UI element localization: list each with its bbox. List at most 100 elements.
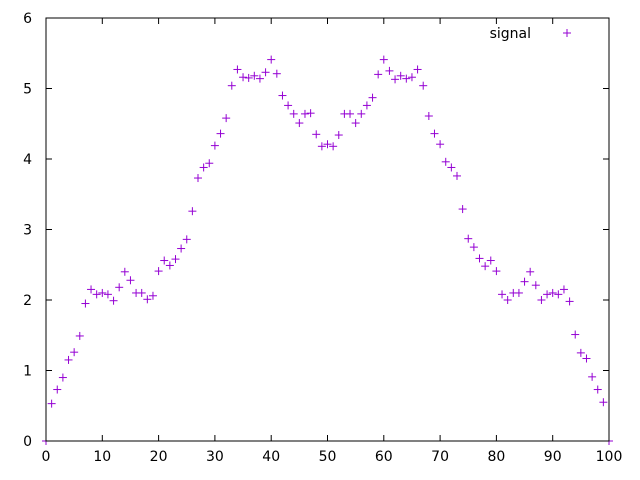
data-point	[396, 71, 405, 80]
data-point	[148, 291, 157, 300]
data-point	[469, 243, 478, 252]
data-point	[233, 65, 242, 74]
data-point	[430, 129, 439, 138]
data-point	[317, 142, 326, 151]
data-point	[424, 111, 433, 120]
data-point	[362, 101, 371, 110]
data-point	[312, 130, 321, 139]
data-point	[160, 256, 169, 265]
data-point	[351, 119, 360, 128]
data-point	[272, 69, 281, 78]
data-point	[492, 267, 501, 276]
data-point	[278, 91, 287, 100]
data-point	[295, 119, 304, 128]
data-point	[565, 297, 574, 306]
data-point	[503, 296, 512, 304]
y-tick-label: 0	[23, 434, 32, 450]
data-point	[548, 288, 557, 297]
data-point	[526, 267, 535, 276]
data-point	[194, 174, 203, 183]
data-point	[329, 142, 338, 151]
data-point	[92, 290, 101, 299]
data-point	[543, 290, 552, 299]
data-point	[576, 348, 585, 357]
x-tick-label: 60	[375, 449, 393, 465]
data-point	[199, 163, 208, 172]
data-point	[374, 70, 383, 79]
data-point	[346, 109, 355, 118]
data-point	[452, 171, 461, 180]
data-point	[357, 109, 366, 118]
y-tick-label: 3	[23, 223, 32, 239]
data-point	[53, 385, 62, 394]
data-point	[81, 299, 90, 308]
data-point	[537, 296, 546, 304]
data-point	[109, 296, 118, 305]
data-point	[407, 73, 416, 82]
legend-marker-plus	[563, 29, 571, 37]
data-point	[436, 140, 445, 149]
data-point	[205, 159, 214, 168]
data-point	[244, 73, 253, 82]
data-point	[531, 281, 540, 290]
data-point	[182, 235, 191, 244]
data-point	[514, 288, 523, 297]
data-point	[475, 254, 484, 263]
data-point	[413, 65, 422, 74]
data-point	[137, 288, 146, 297]
data-point	[593, 385, 602, 394]
data-point	[188, 207, 197, 216]
data-point	[255, 74, 264, 83]
data-point	[70, 348, 79, 357]
x-tick-label: 50	[319, 449, 337, 465]
data-point	[419, 81, 428, 90]
data-point	[171, 255, 180, 264]
x-tick-label: 90	[544, 449, 562, 465]
data-point	[210, 141, 219, 150]
data-point	[571, 330, 580, 339]
data-point	[498, 290, 507, 299]
data-point	[323, 140, 332, 149]
data-point	[177, 244, 186, 253]
data-point	[120, 267, 129, 276]
data-point	[481, 262, 490, 271]
legend-marker	[563, 29, 571, 37]
data-point	[520, 277, 529, 286]
y-tick-label: 5	[23, 82, 32, 98]
data-point	[582, 354, 591, 363]
axis-ticks: 0 10 20 30 40 50 60 70 80 90 100 0 1 2 3 4 5 6	[23, 11, 622, 465]
data-point	[289, 109, 298, 118]
data-point	[87, 285, 96, 294]
data-point	[58, 373, 67, 382]
legend: signal	[490, 26, 571, 42]
data-point	[222, 114, 231, 123]
y-tick-label: 1	[23, 364, 32, 380]
data-point	[559, 285, 568, 294]
data-point	[227, 81, 236, 90]
data-point	[239, 73, 248, 82]
x-tick-label: 10	[93, 449, 111, 465]
data-point	[486, 256, 495, 265]
data-point	[154, 267, 163, 276]
x-tick-label: 20	[150, 449, 168, 465]
x-tick-label: 30	[206, 449, 224, 465]
data-points	[42, 55, 613, 445]
data-point	[464, 234, 473, 243]
data-point	[261, 68, 270, 77]
data-point	[402, 74, 411, 83]
data-point	[267, 55, 276, 64]
x-tick-label: 0	[42, 449, 51, 465]
y-tick-label: 2	[23, 293, 32, 309]
data-point	[126, 276, 135, 285]
data-point	[385, 66, 394, 75]
y-tick-label: 4	[23, 152, 32, 168]
x-tick-label: 100	[596, 449, 623, 465]
data-point	[103, 290, 112, 299]
x-tick-label: 80	[487, 449, 505, 465]
data-point	[216, 129, 225, 138]
data-point	[599, 398, 608, 407]
data-point	[300, 109, 309, 118]
data-point	[75, 331, 84, 340]
data-point	[143, 295, 152, 304]
